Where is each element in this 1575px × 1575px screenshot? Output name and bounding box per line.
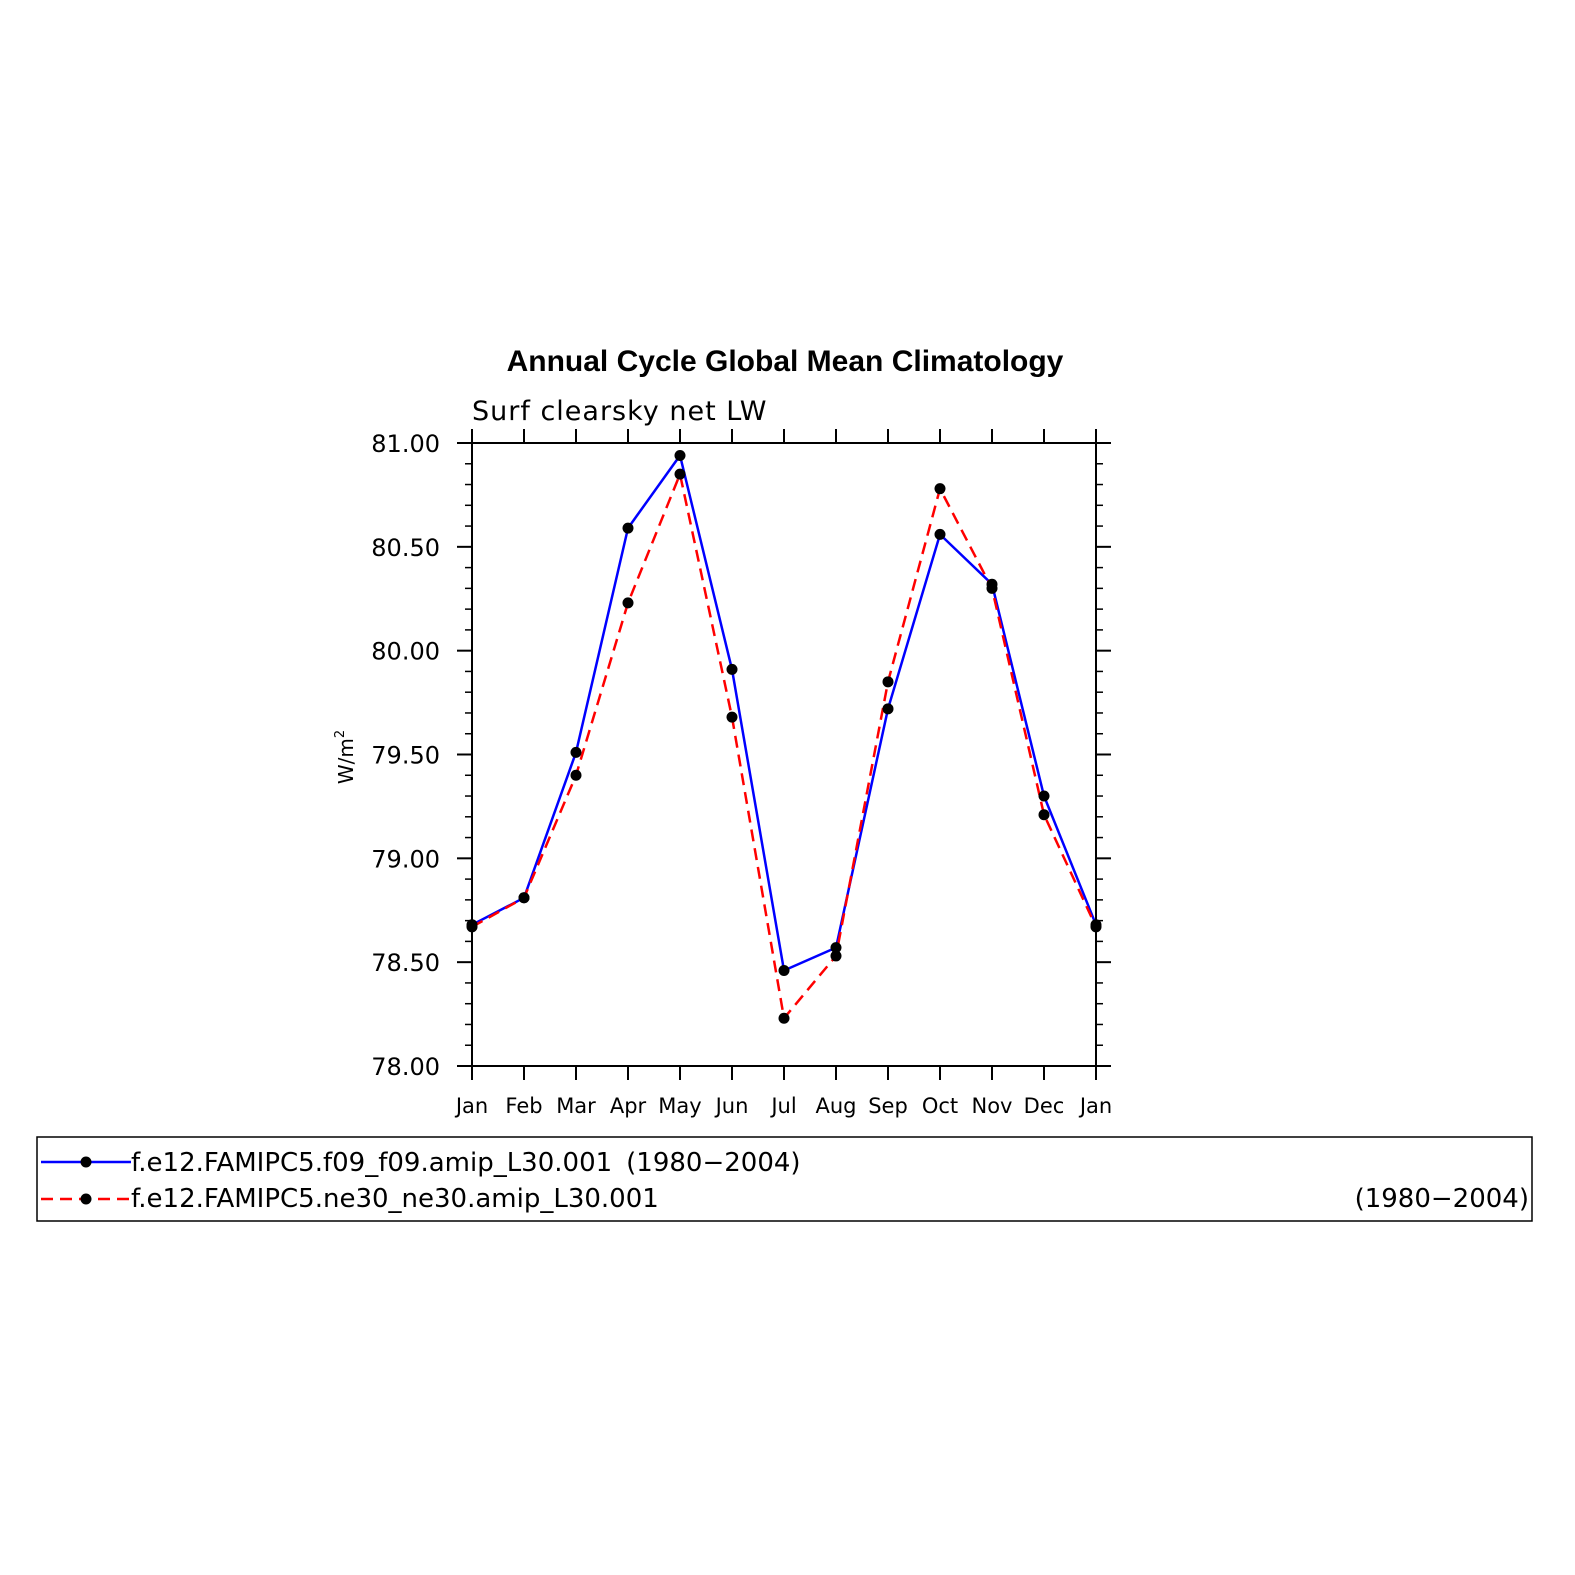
data-point-series-1 [882, 703, 894, 715]
data-point-series-1 [830, 942, 842, 954]
data-point-series-1 [622, 522, 634, 534]
legend-label-series-1: f.e12.FAMIPC5.f09_f09.amip_L30.001 (1980−… [131, 1148, 801, 1178]
chart-subtitle: Surf clearsky net LW [472, 396, 768, 427]
data-point-series-2 [466, 921, 478, 933]
y-tick-label: 81.00 [371, 430, 440, 458]
legend-marker-red [80, 1193, 92, 1205]
x-tick-label: Jan [454, 1094, 488, 1118]
data-point-series-1 [1038, 790, 1050, 802]
y-tick-label: 80.50 [371, 534, 440, 562]
x-tick-label: Feb [505, 1094, 542, 1118]
data-point-series-1 [570, 746, 582, 758]
data-point-series-2 [622, 597, 634, 609]
legend-series-1-name: f.e12.FAMIPC5.f09_f09.amip_L30.001 [131, 1148, 612, 1178]
x-tick-label: Apr [610, 1094, 647, 1118]
y-tick-label: 78.50 [371, 949, 440, 977]
y-axis-label-superscript: 2 [333, 730, 348, 738]
data-point-series-2 [934, 483, 946, 495]
data-point-series-2 [882, 676, 894, 688]
y-axis-label: W/m2 [333, 730, 358, 784]
data-point-series-2 [570, 769, 582, 781]
y-tick-label: 78.00 [371, 1053, 440, 1081]
y-tick-label: 79.00 [371, 845, 440, 873]
data-point-series-2 [1090, 921, 1102, 933]
data-point-series-2 [830, 950, 842, 962]
x-tick-label: Mar [556, 1094, 596, 1118]
x-tick-label: Jan [1078, 1094, 1112, 1118]
data-point-series-1 [674, 449, 686, 461]
data-point-series-2 [778, 1012, 790, 1024]
y-axis-label-text: W/m [334, 738, 358, 784]
plot-axes: 78.00 78.50 79.00 79.50 80.00 80.50 81.00 Jan Fe… [371, 429, 1112, 1118]
legend-marker-blue [80, 1156, 92, 1168]
series-line-2 [471, 469, 1098, 1022]
x-tick-label: Aug [815, 1094, 856, 1118]
series-layer [466, 449, 1102, 1024]
x-tick-label: Oct [922, 1094, 958, 1118]
series-line-1 [471, 452, 1098, 973]
x-tick-label: Sep [868, 1094, 908, 1118]
data-point-series-2 [674, 468, 686, 480]
legend-series-2-name: f.e12.FAMIPC5.ne30_ne30.amip_L30.001 [131, 1184, 659, 1214]
x-tick-label: May [658, 1094, 701, 1118]
legend: f.e12.FAMIPC5.f09_f09.amip_L30.001 (1980−… [36, 1136, 1533, 1222]
data-point-series-2 [518, 892, 530, 904]
x-tick-label: Jun [714, 1094, 749, 1118]
y-tick-label: 79.50 [371, 742, 440, 770]
data-point-series-1 [726, 663, 738, 675]
legend-series-2-years: (1980−2004) [1355, 1184, 1529, 1214]
legend-series-1-years: (1980−2004) [626, 1148, 800, 1178]
y-tick-label: 80.00 [371, 638, 440, 666]
data-point-series-2 [1038, 809, 1050, 821]
x-tick-label: Dec [1024, 1094, 1065, 1118]
data-point-series-1 [778, 964, 790, 976]
x-tick-label: Nov [972, 1094, 1013, 1118]
data-point-series-2 [986, 582, 998, 594]
data-point-series-1 [934, 528, 946, 540]
legend-box [36, 1136, 1533, 1222]
x-tick-label: Jul [769, 1094, 796, 1118]
data-point-series-2 [726, 711, 738, 723]
chart-title: Annual Cycle Global Mean Climatology [507, 345, 1064, 378]
